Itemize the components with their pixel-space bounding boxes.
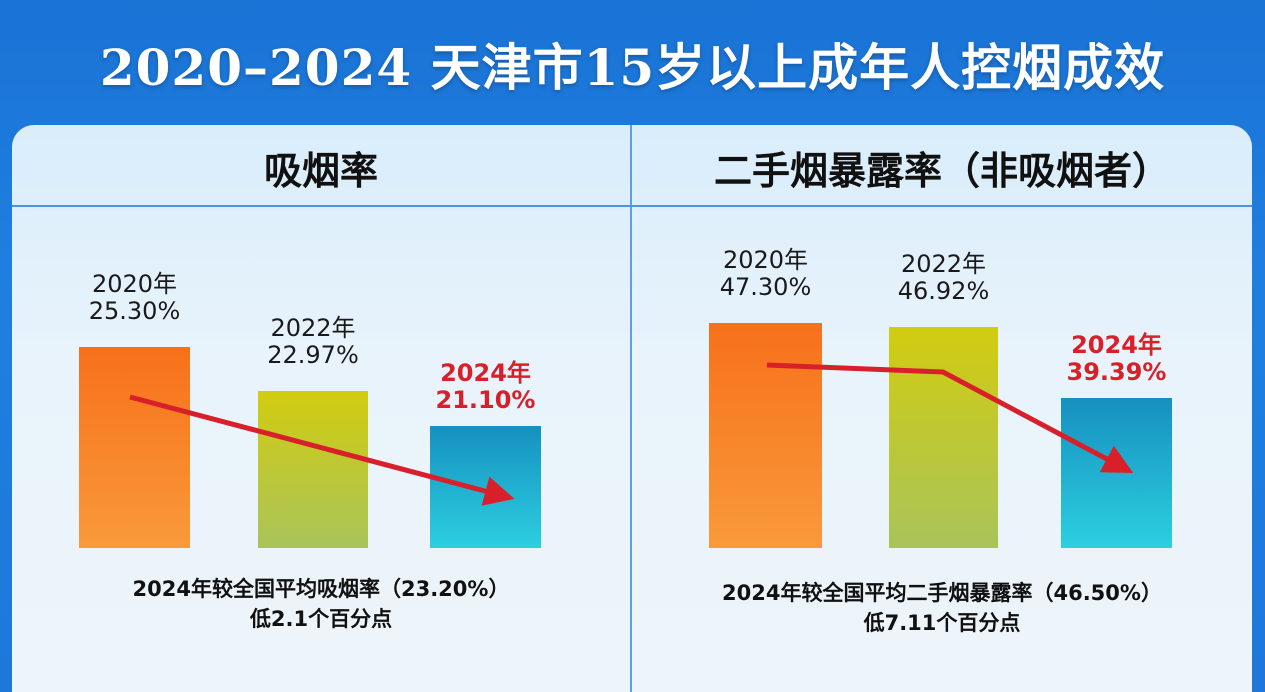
footnote-secondhand: 2024年较全国平均二手烟暴露率（46.50%） 低7.11个百分点 xyxy=(632,578,1252,638)
footnote-line: 2024年较全国平均吸烟率（23.20%） xyxy=(132,577,510,601)
category-label: 2020年 xyxy=(91,270,178,299)
data-label: 2024年 39.39% xyxy=(1027,330,1207,386)
page-title: 2020–2024 天津市15岁以上成年人控烟成效 xyxy=(99,38,1166,97)
bar-2020年 xyxy=(709,323,822,548)
value-label: 22.97% xyxy=(267,341,359,370)
panel-divider xyxy=(630,125,632,692)
category-label: 2022年 xyxy=(270,314,356,343)
data-label: 2020年 25.30% xyxy=(45,271,225,325)
data-label: 2022年 22.97% xyxy=(223,315,403,369)
data-label: 2022年 46.92% xyxy=(854,249,1034,305)
footnote-line: 2024年较全国平均二手烟暴露率（46.50%） xyxy=(722,581,1162,605)
chart-frame xyxy=(12,125,1252,692)
data-label: 2020年 47.30% xyxy=(676,247,856,301)
bar-2020年 xyxy=(79,347,190,548)
footnote-smoking: 2024年较全国平均吸烟率（23.20%） 低2.1个百分点 xyxy=(12,574,630,634)
value-label: 25.30% xyxy=(88,297,181,326)
footnote-line: 低2.1个百分点 xyxy=(249,607,393,631)
category-label: 2024年 xyxy=(1071,330,1162,359)
trend-arrow xyxy=(129,394,515,506)
category-label: 2020年 xyxy=(722,246,809,275)
chart-title-secondhand-smoke: 二手烟暴露率（非吸烟者） xyxy=(713,149,1170,193)
value-label: 21.10% xyxy=(435,386,536,415)
value-label: 39.39% xyxy=(1066,357,1167,386)
value-label: 47.30% xyxy=(719,273,812,302)
bar-2022年 xyxy=(258,391,368,548)
footnote-line: 低7.11个百分点 xyxy=(863,611,1021,635)
header-divider xyxy=(12,205,1252,207)
category-label: 2024年 xyxy=(440,359,531,388)
chart-title-smoking-rate: 吸烟率 xyxy=(263,149,378,193)
data-label: 2024年 21.10% xyxy=(396,360,576,414)
bar-2022年 xyxy=(889,326,998,548)
value-label: 46.92% xyxy=(897,276,990,305)
trend-arrow xyxy=(766,362,1134,474)
category-label: 2022年 xyxy=(900,249,987,278)
